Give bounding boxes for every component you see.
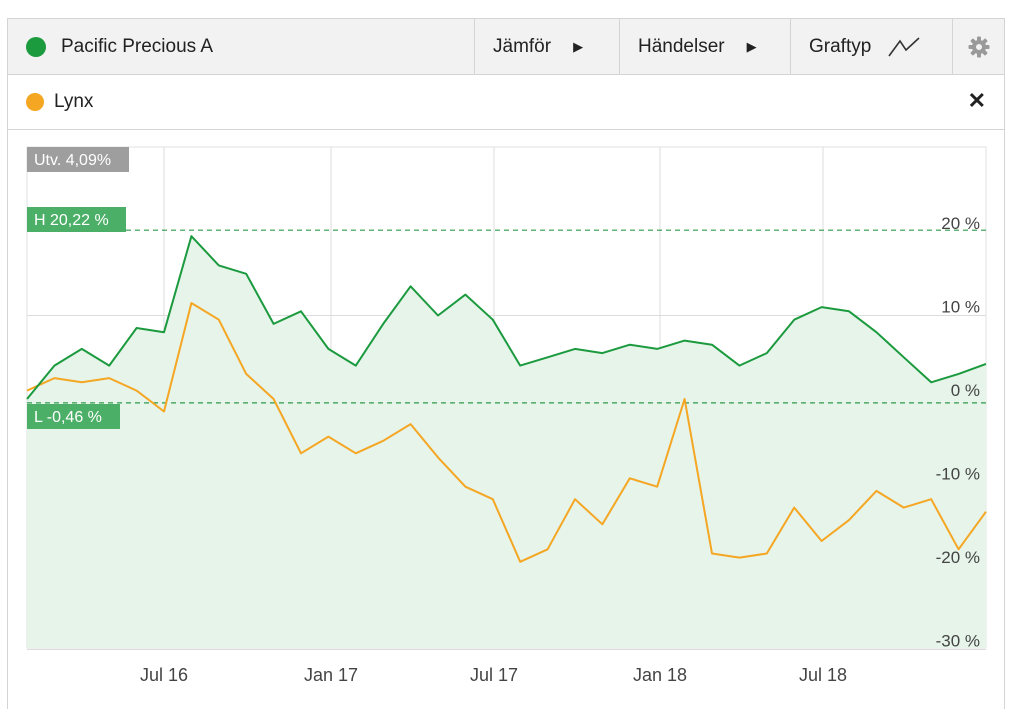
area-fill-path [27,236,986,648]
compare-button[interactable]: Jämför ▶ [475,19,620,74]
comparison-name: Lynx [54,91,94,112]
gear-icon [968,36,989,57]
fund-selector[interactable]: Pacific Precious A [8,19,475,74]
high-tag-bg [27,207,126,232]
events-button[interactable]: Händelser ▶ [620,19,791,74]
x-tick-label: Jul 16 [140,665,188,685]
line-chart-icon [888,36,920,56]
y-tick-label: -30 % [936,632,980,651]
chart-toolbar: Pacific Precious A Jämför ▶ Händelser ▶ … [8,19,1004,75]
comparison-color-dot [26,93,44,111]
events-label: Händelser [638,35,725,57]
y-tick-label: 0 % [951,381,980,400]
chart-type-button[interactable]: Graftyp [791,19,953,74]
x-tick-labels: Jul 16 Jan 17 Jul 17 Jan 18 Jul 18 [140,665,847,685]
fund-color-dot [26,36,46,57]
y-tick-label: -20 % [936,548,980,567]
area-fill [27,236,986,648]
pacific-precious-a-line [26,235,987,400]
chart-type-label: Graftyp [809,35,872,57]
y-tick-label: 20 % [941,214,980,233]
comparison-row: Lynx ✕ [8,75,1004,130]
change-tag: Utv. 4,09% [34,152,111,169]
y-tick-label: 10 % [941,298,980,317]
low-tag-bg [27,404,120,429]
triangle-right-icon: ▶ [573,38,584,54]
low-tag: L -0,46 % [34,409,102,426]
series-lines [26,235,987,563]
x-tick-label: Jul 17 [470,665,518,685]
y-tick-labels: 20 % 10 % 0 % -10 % -20 % -30 % [936,214,980,651]
x-tick-label: Jul 18 [799,665,847,685]
reference-lines [27,229,986,404]
fund-name: Pacific Precious A [61,35,214,57]
close-icon[interactable]: ✕ [967,88,986,113]
settings-button[interactable] [953,19,1004,74]
value-tags: Utv. 4,09% H 20,22 % L -0,46 % [27,147,129,429]
compare-label: Jämför [493,35,552,57]
lynx-line [26,302,987,563]
change-tag-bg [27,147,129,172]
triangle-right-icon: ▶ [746,38,757,54]
high-tag: H 20,22 % [34,212,109,229]
x-tick-label: Jan 17 [304,665,358,685]
y-tick-label: -10 % [936,465,980,484]
x-tick-label: Jan 18 [633,665,687,685]
